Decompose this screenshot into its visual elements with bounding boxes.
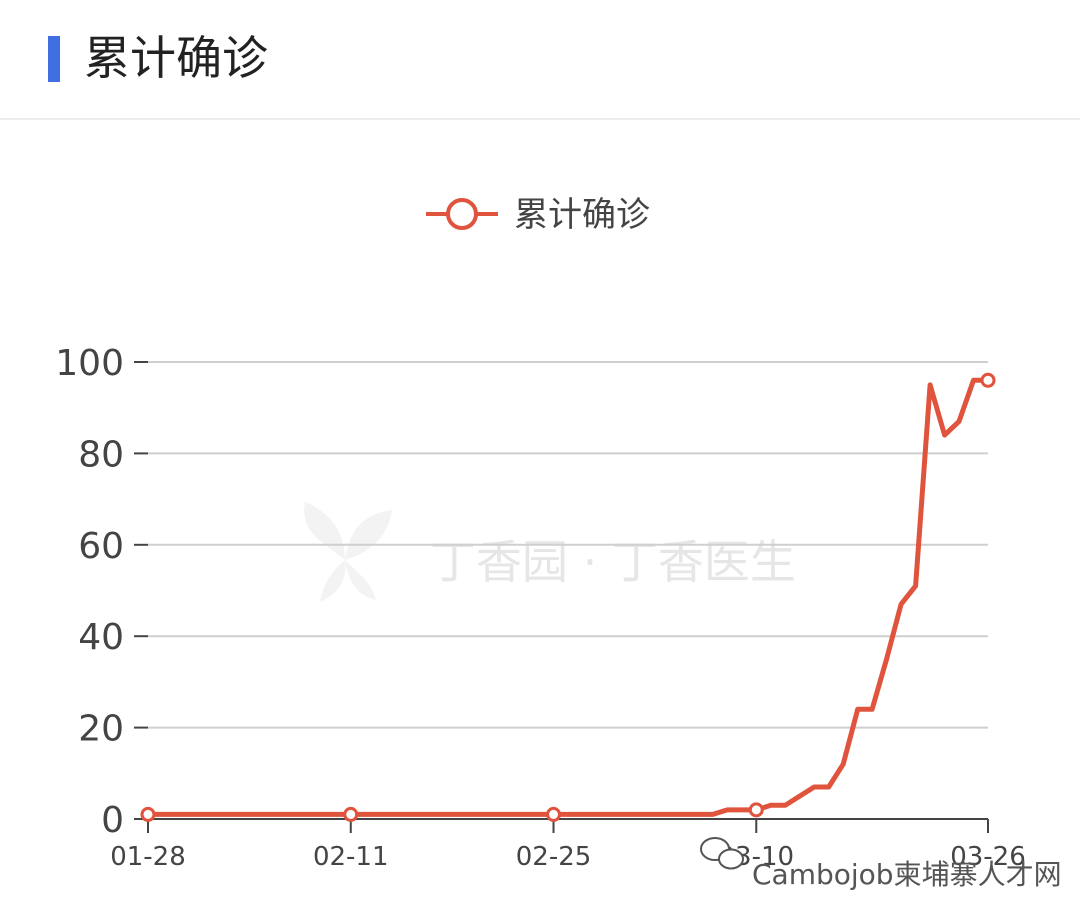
chart-header: 累计确诊 [0, 0, 1080, 120]
x-tick-label: 02-25 [516, 842, 592, 872]
chart-panel: 丁香园 · 丁香医生 累计确诊 0 20 40 60 80 100 01-28 02-11 0… [0, 122, 1080, 924]
y-tick-label: 80 [78, 434, 124, 475]
series-line [145, 377, 991, 817]
data-point [140, 806, 156, 822]
y-tick-label: 100 [55, 343, 124, 384]
y-axis: 0 20 40 60 80 100 [55, 343, 148, 841]
leaf-logo-icon [304, 502, 392, 602]
wechat-icon [700, 837, 744, 870]
x-axis: 01-28 02-11 02-25 03-10 03-26 [110, 818, 1026, 872]
legend: 累计确诊 [426, 195, 650, 235]
y-tick-label: 60 [78, 526, 124, 567]
header-accent-bar [48, 36, 60, 82]
line-chart: 丁香园 · 丁香医生 累计确诊 0 20 40 60 80 100 01-28 02-11 0… [55, 195, 1062, 891]
y-tick-label: 20 [78, 709, 124, 750]
watermark: 丁香园 · 丁香医生 [304, 502, 796, 602]
x-tick-label: 01-28 [110, 842, 186, 872]
legend-marker [446, 198, 478, 230]
data-point [748, 802, 764, 818]
watermark-text: 丁香园 · 丁香医生 [430, 535, 796, 589]
data-point [546, 806, 562, 822]
y-tick-label: 40 [78, 617, 124, 658]
x-tick-label: 03-26 [950, 842, 1026, 872]
footer-source: Cambojob柬埔寨人才网 [700, 837, 1062, 891]
legend-label: 累计确诊 [514, 195, 650, 235]
footer-text: Cambojob柬埔寨人才网 [752, 858, 1062, 891]
gridlines [148, 361, 988, 729]
page-title: 累计确诊 [84, 31, 268, 85]
data-point [980, 372, 996, 388]
series-layer [140, 372, 996, 822]
data-point [343, 806, 359, 822]
x-tick-label: 02-11 [313, 842, 389, 872]
y-tick-label: 0 [101, 800, 124, 841]
